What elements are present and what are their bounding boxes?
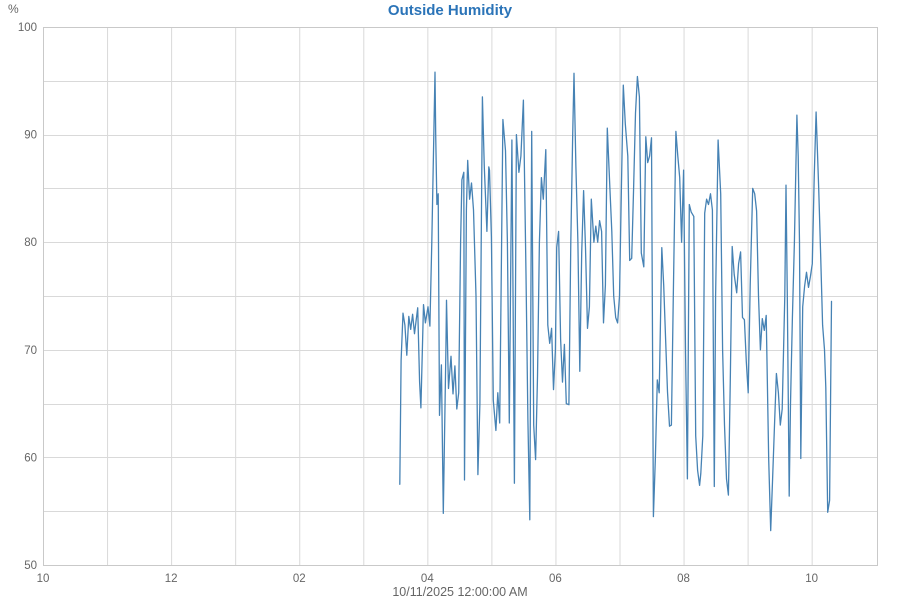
y-tick-label: 90 [24,130,37,142]
x-tick-label: 10 [37,573,50,585]
y-tick-label: 80 [24,237,37,249]
x-tick-label: 08 [677,573,690,585]
x-tick-label: 04 [421,573,434,585]
plot-border [43,27,878,566]
y-tick-label: 60 [24,452,37,464]
y-tick-label: 70 [24,345,37,357]
y-axis-unit-label: % [8,2,19,16]
x-tick-label: 06 [549,573,562,585]
x-tick-label: 12 [165,573,178,585]
x-tick-label: 10 [805,573,818,585]
y-tick-label: 50 [24,560,37,572]
humidity-line-series [399,71,833,532]
x-axis-date-label: 10/11/2025 12:00:00 AM [392,585,528,599]
chart-title: Outside Humidity [387,2,513,19]
x-tick-label: 02 [293,573,306,585]
y-tick-label: 100 [18,22,37,34]
